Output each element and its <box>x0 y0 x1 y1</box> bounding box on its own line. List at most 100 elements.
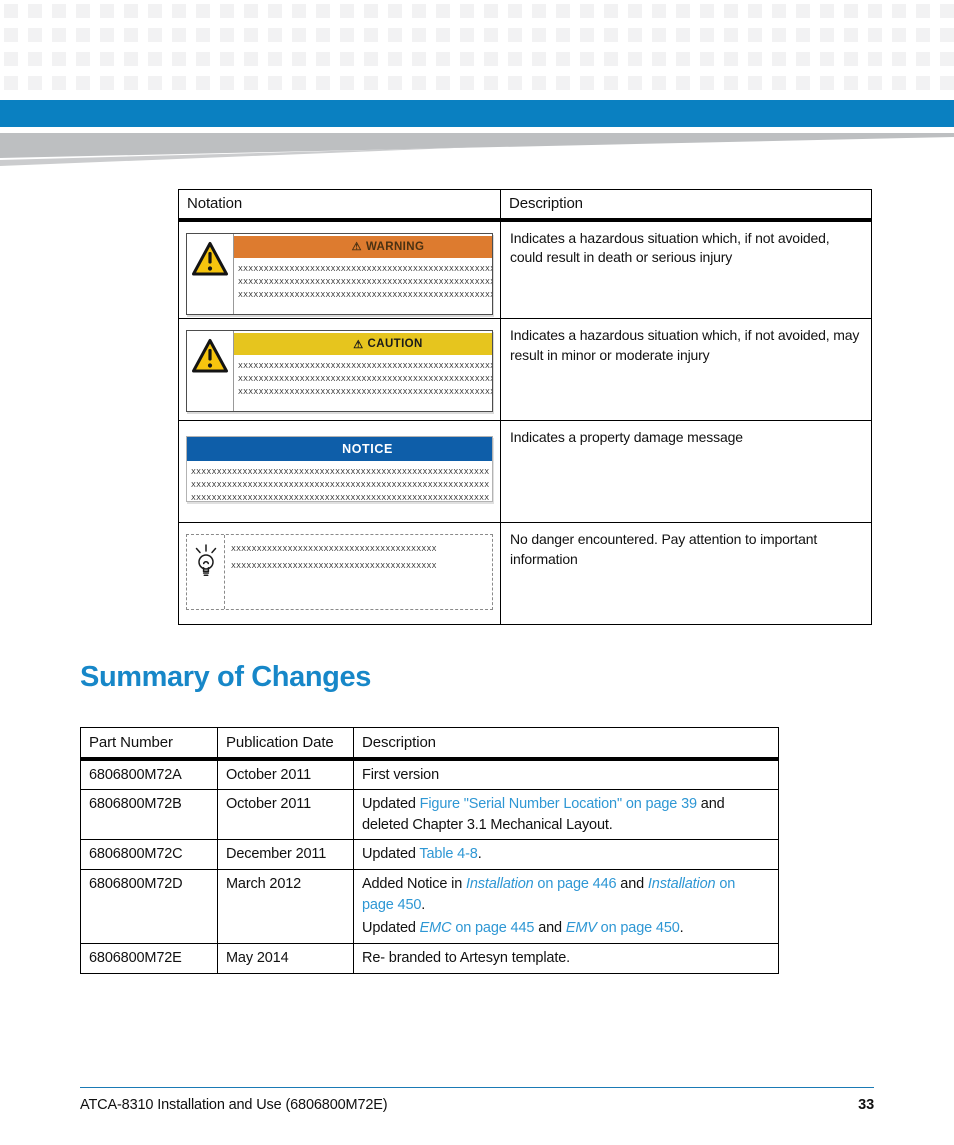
part-number-cell: 6806800M72D <box>80 868 218 944</box>
cross-reference-link[interactable]: Installation <box>466 875 534 892</box>
part-number-cell: 6806800M72A <box>80 758 218 790</box>
warning-triangle-icon <box>192 339 228 373</box>
placeholder-text-line: XXXXXXXXXXXXXXXXXXXXXXXXXXXXXXXXXXXXXXXX… <box>238 388 492 396</box>
description-cell: Re- branded to Artesyn template. <box>353 942 779 974</box>
header-swoosh <box>0 132 954 168</box>
warning-triangle-icon <box>192 241 228 275</box>
warning-glyph-icon: ⚠ <box>353 338 364 351</box>
warning-banner: ⚠ WARNING <box>234 235 492 258</box>
placeholder-text-line: XXXXXXXXXXXXXXXXXXXXXXXXXXXXXXXXXXXXXXXX… <box>238 277 492 286</box>
caution-sign-cell: ⚠ CAUTION XXXXXXXXXXXXXXXXXXXXXXXXXXXXXX… <box>178 318 501 421</box>
caution-banner: ⚠ CAUTION <box>234 333 492 355</box>
publication-date-cell: October 2011 <box>217 758 354 790</box>
cross-reference-link[interactable]: Figure "Serial Number Location" on page … <box>419 795 697 812</box>
text: and deleted Chapter 3.1 Mechanical Layou… <box>362 795 725 833</box>
warning-banner-label: WARNING <box>365 240 425 253</box>
warning-sign-cell: ⚠ WARNING XXXXXXXXXXXXXXXXXXXXXXXXXXXXXX… <box>178 219 501 319</box>
part-number-cell: 6806800M72C <box>80 838 218 870</box>
changes-table-header-row: Part Number Publication Date Description <box>80 727 779 761</box>
cross-reference-link[interactable]: on page 445 <box>451 919 535 936</box>
text: and <box>534 919 566 936</box>
placeholder-text-line: XXXXXXXXXXXXXXXXXXXXXXXXXXXXXXXXXXXXXXXX… <box>238 264 492 273</box>
notice-sign-cell: NOTICE XXXXXXXXXXXXXXXXXXXXXXXXXXXXXXXXX… <box>178 420 501 523</box>
placeholder-text-line: XXXXXXXXXXXXXXXXXXXXXXXXXXXXXXXXXXXXXXXX… <box>238 362 492 370</box>
placeholder-text-line: XXXXXXXXXXXXXXXXXXXXXXXXXXXXXXXXXXXXXXXX… <box>191 481 490 489</box>
placeholder-text-line: XXXXXXXXXXXXXXXXXXXXXXXXXXXXXXXXXXXXXXXX… <box>238 375 492 383</box>
notice-sign-image: NOTICE XXXXXXXXXXXXXXXXXXXXXXXXXXXXXXXXX… <box>186 436 493 502</box>
notation-column-header: Notation <box>178 189 501 222</box>
placeholder-text-block: XXXXXXXXXXXXXXXXXXXXXXXXXXXXXXXXXXXXXXXX… <box>225 535 441 609</box>
placeholder-text-line: XXXXXXXXXXXXXXXXXXXXXXXXXXXXXXXXXXXXXXXX… <box>238 290 492 299</box>
description-cell: Updated Table 4-8. <box>353 838 779 870</box>
tip-description: No danger encountered. Pay attention to … <box>500 522 872 625</box>
publication-date-cell: May 2014 <box>217 942 354 974</box>
part-number-cell: 6806800M72E <box>80 942 218 974</box>
caution-description: Indicates a hazardous situation which, i… <box>500 318 872 421</box>
light-bulb-icon <box>195 544 216 577</box>
table-row: 6806800M72B October 2011 Updated Figure … <box>80 788 779 840</box>
table-row: ⚠ CAUTION XXXXXXXXXXXXXXXXXXXXXXXXXXXXXX… <box>178 318 872 421</box>
header-blue-bar <box>0 100 954 127</box>
placeholder-text-line: XXXXXXXXXXXXXXXXXXXXXXXXXXXXXXXXXXXXXXXX… <box>191 468 490 476</box>
description-cell: Added Notice in Installation on page 446… <box>353 868 779 944</box>
description-cell: Updated Figure "Serial Number Location" … <box>353 788 779 840</box>
caution-sign-body: ⚠ CAUTION XXXXXXXXXXXXXXXXXXXXXXXXXXXXXX… <box>233 331 492 411</box>
notation-table-header-row: Notation Description <box>178 189 872 222</box>
publication-date-cell: December 2011 <box>217 838 354 870</box>
summary-of-changes-table: Part Number Publication Date Description… <box>80 727 779 974</box>
footer: ATCA-8310 Installation and Use (6806800M… <box>80 1097 874 1113</box>
tip-icon-cell <box>187 535 225 609</box>
tip-sign-cell: XXXXXXXXXXXXXXXXXXXXXXXXXXXXXXXXXXXXXXXX… <box>178 522 501 625</box>
publication-date-cell: March 2012 <box>217 868 354 944</box>
text: . <box>477 845 482 862</box>
text: Added Notice in <box>362 875 466 892</box>
table-row: 6806800M72A October 2011 First version <box>80 758 779 790</box>
text: Re- branded to Artesyn template. <box>362 949 570 966</box>
header-square-pattern <box>0 0 954 96</box>
text: . <box>421 896 426 913</box>
table-row: XXXXXXXXXXXXXXXXXXXXXXXXXXXXXXXXXXXXXXXX… <box>178 522 872 625</box>
warning-description: Indicates a hazardous situation which, i… <box>500 219 872 319</box>
description-column-header: Description <box>500 189 872 222</box>
cross-reference-link[interactable]: on page 450 <box>596 919 680 936</box>
placeholder-text-line: XXXXXXXXXXXXXXXXXXXXXXXXXXXXXXXXXXXXXXXX <box>231 562 437 570</box>
cross-reference-link[interactable]: Table 4-8 <box>419 845 478 862</box>
cross-reference-link[interactable]: EMV <box>565 919 597 936</box>
warning-icon-cell <box>187 234 233 314</box>
placeholder-text-block: XXXXXXXXXXXXXXXXXXXXXXXXXXXXXXXXXXXXXXXX… <box>187 461 492 505</box>
cross-reference-link[interactable]: Installation <box>647 875 716 892</box>
placeholder-text-block: XXXXXXXXXXXXXXXXXXXXXXXXXXXXXXXXXXXXXXXX… <box>234 355 492 399</box>
description-column-header: Description <box>353 727 779 761</box>
placeholder-text-block: XXXXXXXXXXXXXXXXXXXXXXXXXXXXXXXXXXXXXXXX… <box>234 258 492 302</box>
table-row: 6806800M72E May 2014 Re- branded to Arte… <box>80 942 779 974</box>
cross-reference-link[interactable]: on page 446 <box>533 875 617 892</box>
caution-sign-image: ⚠ CAUTION XXXXXXXXXXXXXXXXXXXXXXXXXXXXXX… <box>186 330 493 412</box>
text: Updated <box>362 795 420 812</box>
notice-banner: NOTICE <box>187 437 492 461</box>
part-number-cell: 6806800M72B <box>80 788 218 840</box>
notation-table: Notation Description ⚠ <box>178 189 872 625</box>
notice-description: Indicates a property damage message <box>500 420 872 523</box>
text: Updated <box>362 919 420 936</box>
header-swoosh-main <box>0 133 954 158</box>
footer-doc-title: ATCA-8310 Installation and Use (6806800M… <box>80 1097 388 1113</box>
cross-reference-link[interactable]: on page 450 <box>362 875 736 913</box>
placeholder-text-line: XXXXXXXXXXXXXXXXXXXXXXXXXXXXXXXXXXXXXXXX <box>231 545 437 553</box>
text: Updated <box>362 845 420 862</box>
part-number-column-header: Part Number <box>80 727 218 761</box>
warning-glyph-icon: ⚠ <box>351 241 362 253</box>
table-row: 6806800M72D March 2012 Added Notice in I… <box>80 868 779 944</box>
table-row: 6806800M72C December 2011 Updated Table … <box>80 838 779 870</box>
caution-icon-cell <box>187 331 233 411</box>
table-row: ⚠ WARNING XXXXXXXXXXXXXXXXXXXXXXXXXXXXXX… <box>178 219 872 319</box>
tip-sign-image: XXXXXXXXXXXXXXXXXXXXXXXXXXXXXXXXXXXXXXXX… <box>186 534 493 610</box>
publication-date-cell: October 2011 <box>217 788 354 840</box>
placeholder-text-line: XXXXXXXXXXXXXXXXXXXXXXXXXXXXXXXXXXXXXXXX… <box>191 494 490 502</box>
description-cell: First version <box>353 758 779 790</box>
cross-reference-link[interactable]: EMC <box>419 919 452 936</box>
publication-date-column-header: Publication Date <box>217 727 354 761</box>
text: First version <box>362 766 440 783</box>
warning-sign-image: ⚠ WARNING XXXXXXXXXXXXXXXXXXXXXXXXXXXXXX… <box>186 232 493 315</box>
page-title: Summary of Changes <box>80 661 371 693</box>
text: and <box>616 875 648 892</box>
